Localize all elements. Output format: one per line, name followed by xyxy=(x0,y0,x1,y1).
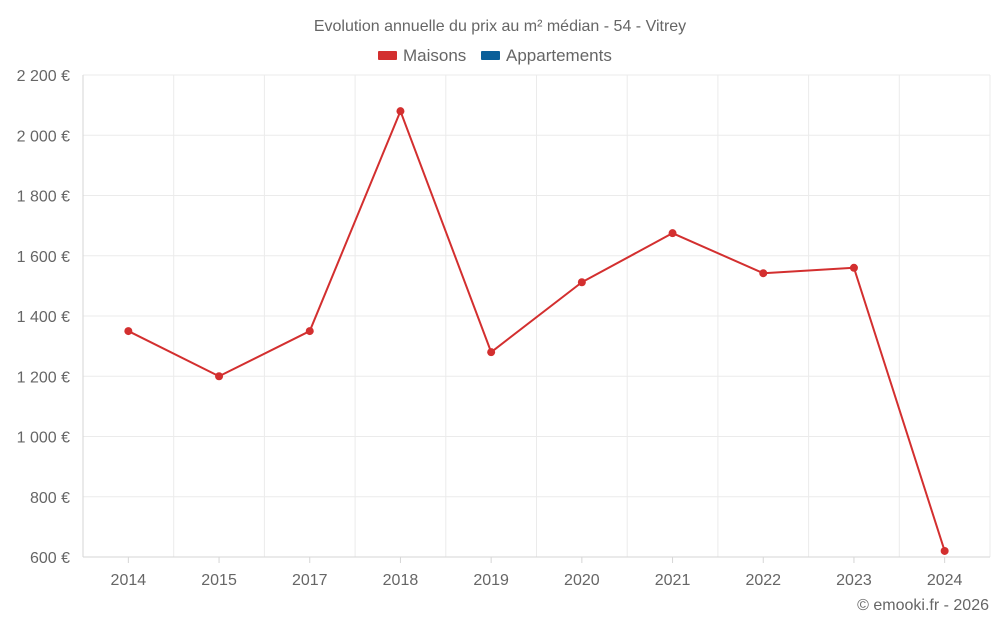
credit: © emooki.fr - 2026 xyxy=(857,597,989,614)
data-point-maisons-2019[interactable] xyxy=(487,348,496,357)
x-tick-label: 2024 xyxy=(927,572,963,589)
y-tick-label: 1 600 € xyxy=(17,249,70,266)
data-point-maisons-2014[interactable] xyxy=(124,327,133,336)
data-point-maisons-2021[interactable] xyxy=(668,229,677,238)
y-tick-label: 2 000 € xyxy=(17,128,70,145)
x-tick-label: 2017 xyxy=(292,572,328,589)
y-tick-label: 1 400 € xyxy=(17,309,70,326)
grid xyxy=(82,74,991,558)
y-tick-label: 1 800 € xyxy=(17,189,70,206)
x-tick-label: 2014 xyxy=(111,572,147,589)
chart-title: Evolution annuelle du prix au m² médian … xyxy=(314,18,686,35)
x-tick-label: 2020 xyxy=(564,572,600,589)
y-tick-label: 600 € xyxy=(30,550,70,567)
data-point-maisons-2022[interactable] xyxy=(759,269,768,278)
legend-swatch-maisons xyxy=(378,51,397,60)
y-tick-label: 2 200 € xyxy=(17,68,70,85)
legend-item-maisons[interactable]: Maisons xyxy=(378,46,466,65)
legend-label-appartements: Appartements xyxy=(506,46,612,65)
y-tick-label: 1 000 € xyxy=(17,430,70,447)
legend-item-appartements[interactable]: Appartements xyxy=(481,46,612,65)
x-tick-label: 2018 xyxy=(383,572,419,589)
data-point-maisons-2024[interactable] xyxy=(940,546,949,555)
x-tick-label: 2023 xyxy=(836,572,872,589)
data-point-maisons-2020[interactable] xyxy=(577,278,586,287)
x-tick-label: 2021 xyxy=(655,572,691,589)
y-tick-label: 800 € xyxy=(30,490,70,507)
series-layer xyxy=(124,107,949,555)
x-tick-label: 2019 xyxy=(473,572,509,589)
legend-label-maisons: Maisons xyxy=(403,46,466,65)
data-point-maisons-2015[interactable] xyxy=(215,372,224,381)
legend-swatch-appartements xyxy=(481,51,500,60)
data-point-maisons-2023[interactable] xyxy=(849,263,858,272)
legend: Maisons Appartements xyxy=(378,46,612,65)
data-point-maisons-2017[interactable] xyxy=(305,327,314,336)
x-tick-label: 2015 xyxy=(201,572,237,589)
data-point-maisons-2018[interactable] xyxy=(396,107,405,116)
y-tick-label: 1 200 € xyxy=(17,369,70,386)
series-line-maisons xyxy=(127,110,946,552)
x-tick-label: 2022 xyxy=(745,572,781,589)
y-axis-ticks: 600 € 800 € 1 000 € 1 200 € 1 400 € 1 600 € 1 … xyxy=(17,68,70,567)
x-axis-ticks: 2014 2015 2017 2018 2019 2020 2021 2022 2023 2024 xyxy=(111,557,963,589)
